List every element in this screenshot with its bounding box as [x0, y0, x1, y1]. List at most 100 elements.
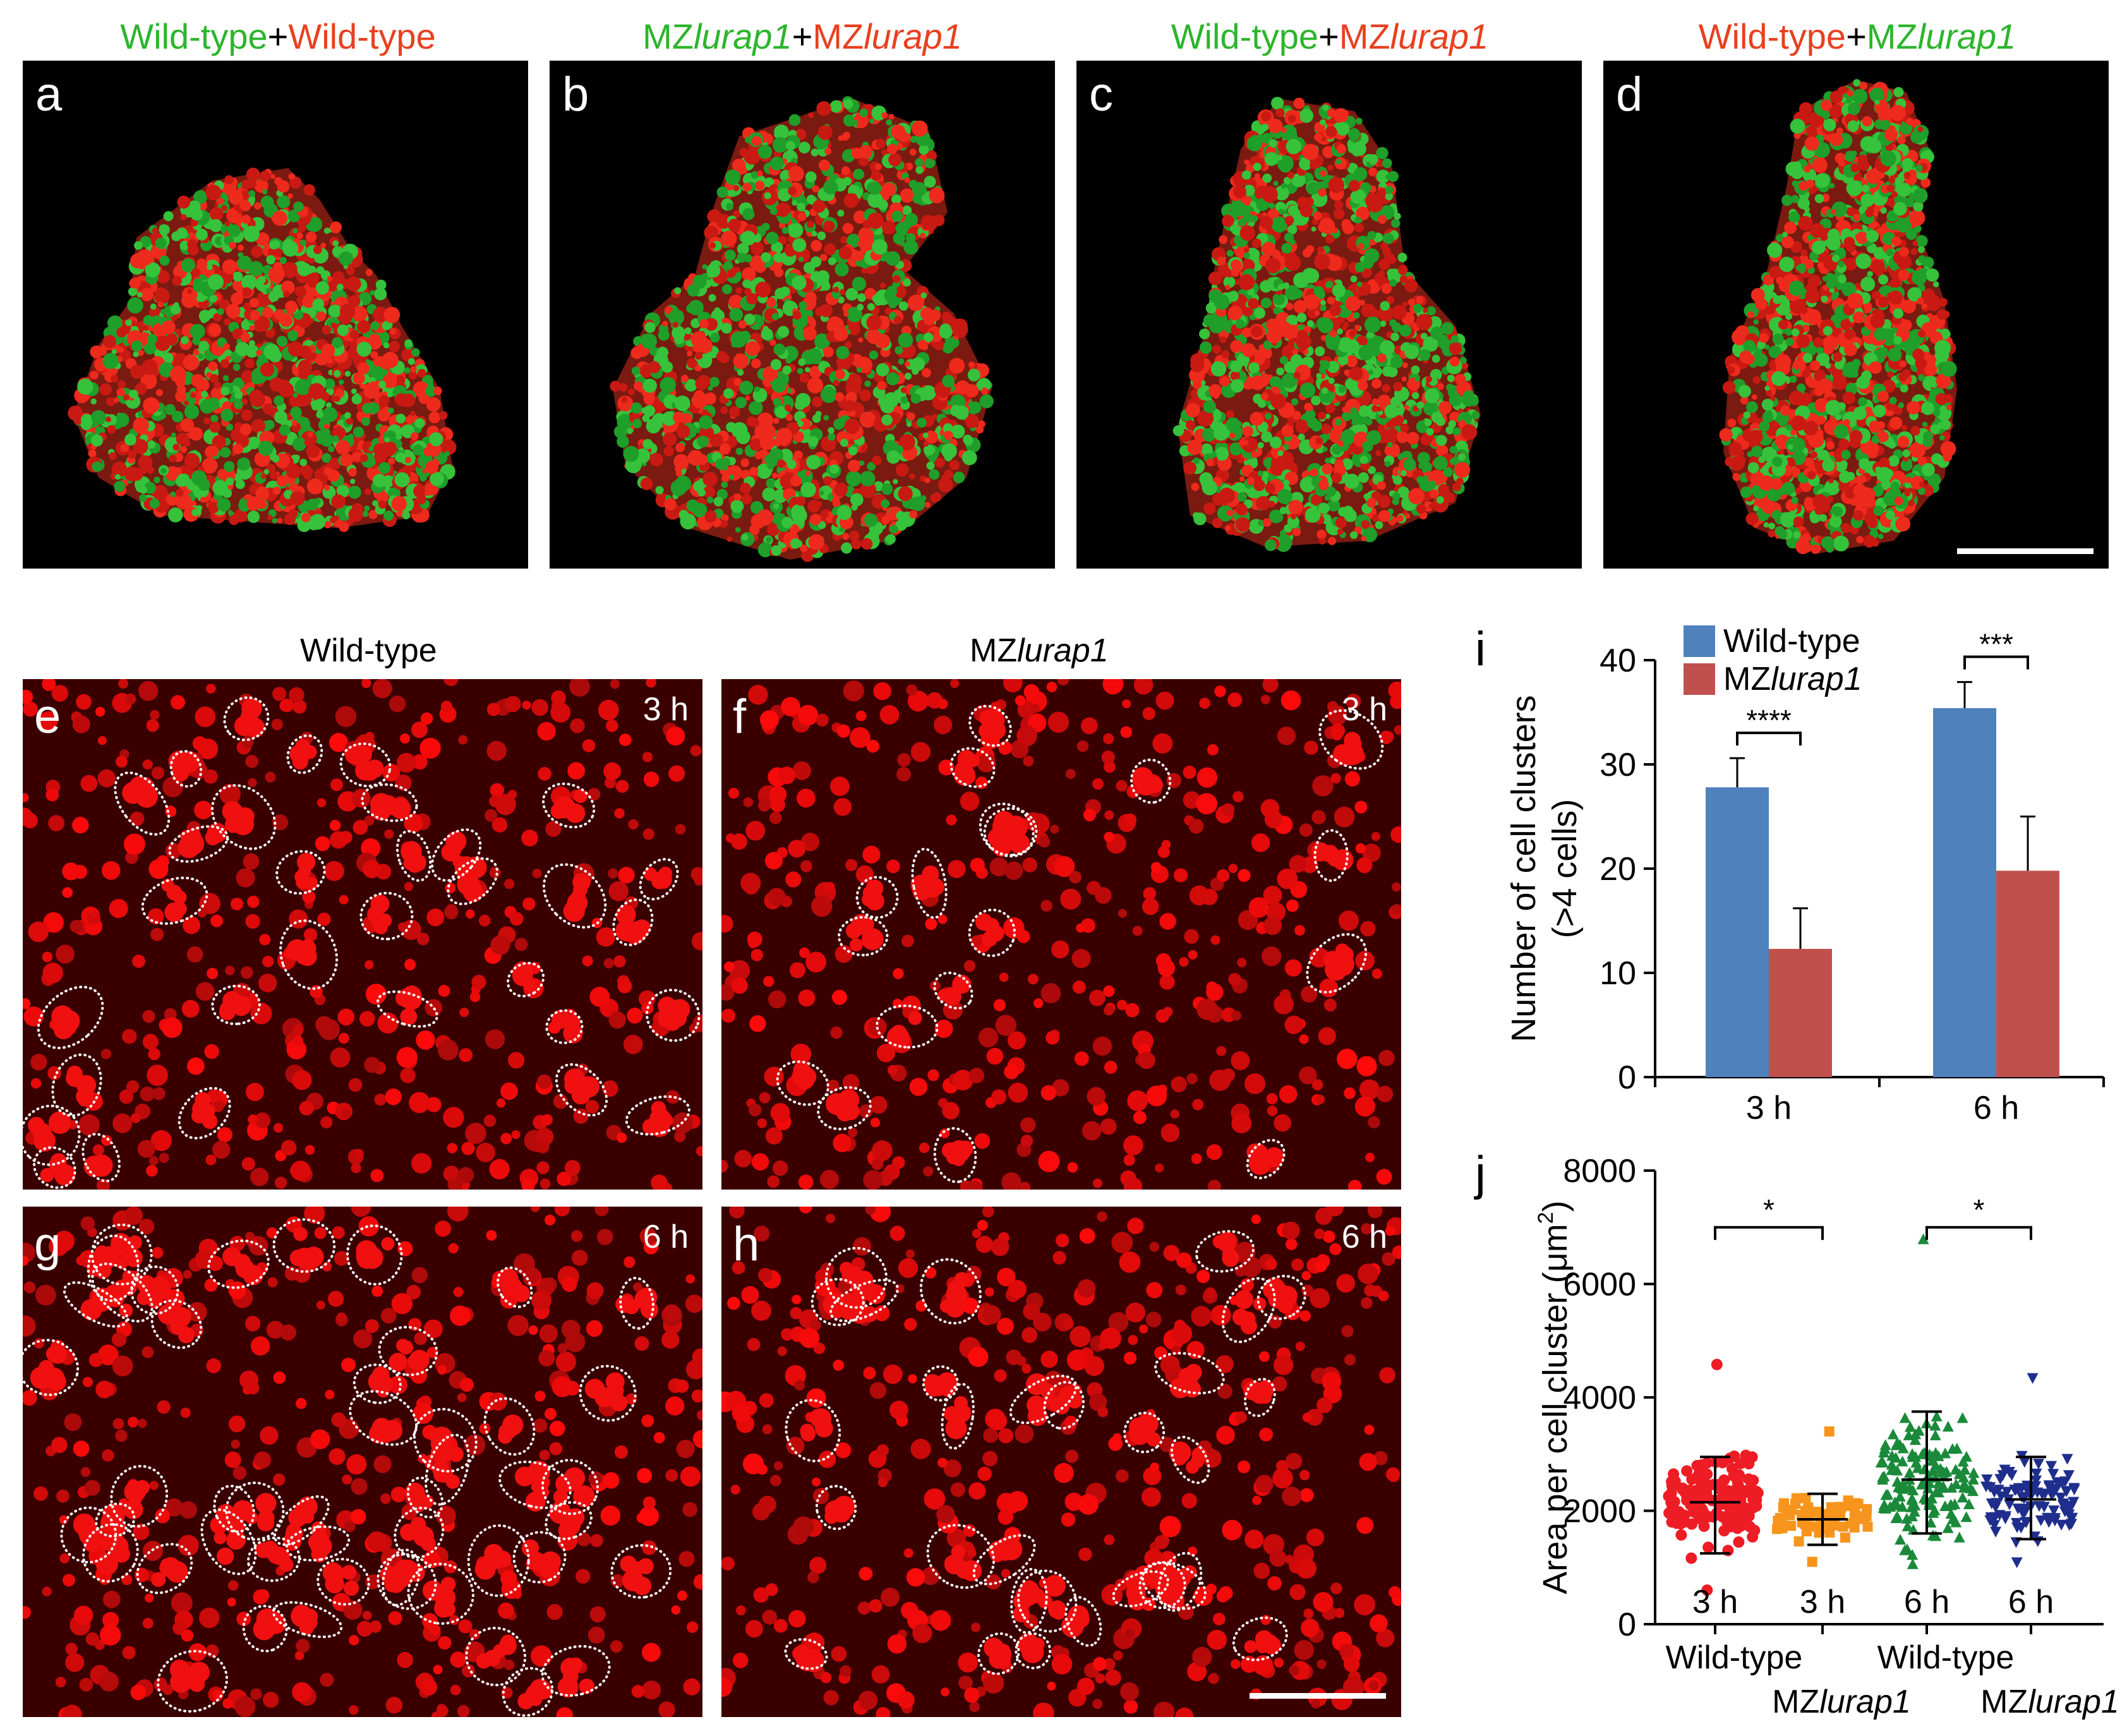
aggregate-cell [1238, 218, 1246, 227]
aggregate-cell [292, 419, 298, 426]
aggregate-cell [923, 313, 936, 325]
aggregate-cell [672, 322, 679, 328]
aggregate-cell [1910, 248, 1917, 255]
aggregate-cell [1768, 529, 1776, 538]
aggregate-cell [795, 496, 806, 506]
aggregate-cell [926, 461, 935, 470]
aggregate-cell [272, 454, 280, 463]
aggregate-cell [1325, 413, 1330, 419]
aggregate-cell [798, 256, 804, 262]
aggregate-cell [697, 435, 709, 448]
aggregate-cell [200, 399, 215, 414]
aggregate-cell [1329, 304, 1341, 316]
aggregate-cell [843, 311, 849, 316]
aggregate-cell [302, 294, 315, 308]
aggregate-cell [1797, 383, 1806, 393]
aggregate-cell [337, 284, 344, 291]
aggregate-cell [692, 392, 708, 409]
aggregate-cell [1287, 172, 1294, 179]
aggregate-cell [769, 339, 776, 346]
aggregate-cell [769, 156, 784, 171]
aggregate-cell [1908, 210, 1925, 226]
aggregate-cell [1254, 307, 1266, 319]
aggregate-cell [1447, 375, 1455, 382]
aggregate-cell [720, 406, 728, 414]
aggregate-cell [1315, 346, 1325, 357]
aggregate-cell [1227, 305, 1243, 321]
aggregate-cell [1754, 353, 1768, 367]
aggregate-cell [1740, 396, 1749, 405]
aggregate-cell [1186, 419, 1196, 430]
aggregate-cell [1289, 239, 1296, 245]
aggregate-cell [630, 402, 642, 414]
aggregate-cell [939, 325, 953, 339]
aggregate-cell [1306, 245, 1315, 253]
aggregate-cell [1446, 383, 1454, 392]
aggregate-cell [294, 286, 304, 296]
aggregate-cell [800, 482, 816, 498]
aggregate-cell [171, 432, 176, 438]
aggregate-cell [699, 415, 713, 430]
aggregate-cell [872, 455, 882, 466]
aggregate-cell [823, 179, 838, 195]
aggregate-cell [1353, 142, 1366, 156]
aggregate-cell [837, 210, 845, 217]
aggregate-cell [323, 227, 330, 234]
aggregate-cell [938, 477, 953, 493]
aggregate-cell [749, 525, 760, 536]
aggregate-cell [922, 368, 931, 378]
aggregate-cell [1215, 447, 1229, 461]
aggregate-cell [335, 440, 351, 455]
aggregate-cell [1272, 97, 1283, 107]
aggregate-cell [1358, 472, 1369, 483]
aggregate-cell [184, 404, 200, 419]
aggregate-cell [742, 183, 752, 192]
aggregate-cell [334, 370, 341, 378]
aggregate-cell [1350, 190, 1365, 204]
aggregate-cell [210, 374, 219, 383]
aggregate-cell [425, 483, 438, 496]
aggregate-cell [133, 417, 149, 434]
aggregate-cell [334, 515, 339, 521]
aggregate-cell [373, 474, 387, 488]
aggregate-cell [103, 335, 116, 348]
aggregate-cell [1287, 515, 1299, 528]
aggregate-cell [1414, 376, 1420, 382]
aggregate-cell [911, 357, 925, 371]
aggregate-cell [927, 416, 934, 423]
aggregate-cell [1320, 304, 1327, 311]
aggregate-cell [1314, 310, 1320, 316]
aggregate-cell [1416, 313, 1433, 330]
aggregate-cell [840, 236, 848, 244]
aggregate-cell [134, 241, 143, 250]
aggregate-cell [1454, 462, 1471, 478]
aggregate-cell [227, 224, 241, 238]
aggregate-cell [1311, 226, 1317, 232]
aggregate-cell [836, 505, 852, 521]
aggregate-cell [193, 279, 200, 286]
aggregate-cell [761, 252, 771, 263]
aggregate-cell [260, 363, 275, 377]
aggregate-cell [648, 361, 661, 373]
aggregate-cell [846, 471, 862, 486]
aggregate-cell [128, 287, 138, 296]
aggregate-cell [1305, 409, 1316, 420]
aggregate-cell [1430, 345, 1437, 351]
aggregate-cell [848, 459, 860, 473]
aggregate-cell [810, 256, 822, 267]
aggregate-cell [809, 514, 821, 526]
aggregate-cell [1225, 284, 1231, 290]
aggregate-cell [781, 227, 789, 234]
aggregate-cell [1407, 298, 1415, 306]
aggregate-cell [847, 234, 861, 248]
aggregate-cell [272, 210, 287, 226]
aggregate-cell [859, 411, 876, 428]
aggregate-cell [382, 321, 392, 330]
aggregate-cell [328, 457, 341, 470]
aggregate-cell [816, 101, 831, 116]
aggregate-cell [1351, 347, 1356, 354]
aggregate-cell [1321, 387, 1329, 394]
aggregate-cell [733, 185, 740, 191]
aggregate-cell [304, 440, 310, 445]
aggregate-cell [773, 253, 781, 262]
